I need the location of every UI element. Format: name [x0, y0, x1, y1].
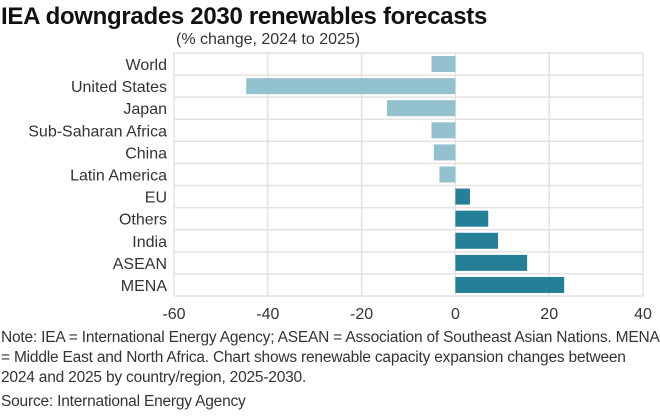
bar-mena — [455, 276, 565, 293]
x-tick-label: -40 — [256, 306, 279, 323]
bar-chart: World United States Japan Sub-Saharan Afric… — [28, 52, 652, 323]
x-tick-label: -20 — [350, 306, 373, 323]
chart-note: Note: IEA = International Energy Agency;… — [1, 329, 659, 386]
x-tick-label: 0 — [451, 306, 460, 323]
category-label: MENA — [121, 278, 168, 295]
chart-source: Source: International Energy Agency — [1, 393, 246, 410]
bar-united-states — [246, 78, 456, 95]
category-label: United States — [71, 79, 167, 96]
x-tick-label: 20 — [540, 306, 558, 323]
category-label: Others — [119, 212, 167, 229]
bar-others — [455, 210, 489, 227]
bar-latin-america — [439, 166, 456, 183]
x-tick-labels: -60 -40 -20 0 20 40 — [162, 306, 652, 323]
bar-india — [455, 232, 499, 249]
bar-eu — [455, 188, 470, 205]
category-labels: World United States Japan Sub-Saharan Afric… — [28, 57, 167, 295]
category-label: India — [132, 234, 167, 251]
category-label: ASEAN — [113, 256, 167, 273]
x-tick-label: -60 — [162, 306, 185, 323]
bar-china — [433, 144, 456, 161]
bar-asean — [455, 254, 528, 271]
grid-lines — [173, 52, 644, 297]
bar-sub-saharan-africa — [431, 122, 456, 139]
bar-world — [431, 56, 456, 73]
bars — [246, 56, 565, 293]
category-label: Japan — [123, 101, 167, 118]
chart-title: IEA downgrades 2030 renewables forecasts — [1, 3, 487, 30]
category-label: EU — [145, 190, 167, 207]
category-label: World — [126, 57, 168, 74]
category-label: Sub-Saharan Africa — [28, 123, 167, 140]
category-label: Latin America — [70, 168, 167, 185]
chart-subtitle: (% change, 2024 to 2025) — [176, 31, 361, 48]
category-label: China — [125, 145, 167, 162]
bar-japan — [386, 100, 456, 117]
x-tick-label: 40 — [634, 306, 652, 323]
